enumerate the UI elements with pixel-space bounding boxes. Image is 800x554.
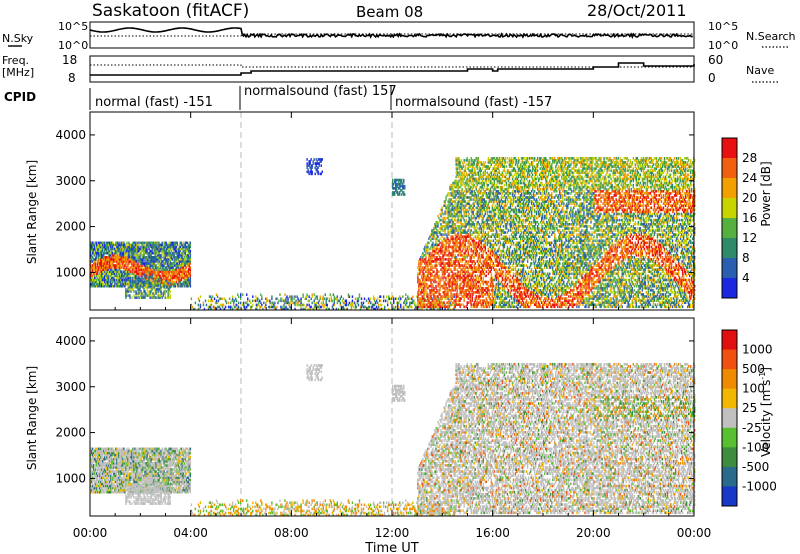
nsky-tick-top: 10^5 xyxy=(58,20,88,33)
power-colorbar-tick: 4 xyxy=(742,271,750,285)
xtick-label: 20:00 xyxy=(576,526,611,540)
velocity-ytick-label: 2000 xyxy=(55,426,86,440)
velocity-colorbar-swatch xyxy=(722,466,737,487)
power-colorbar-swatch xyxy=(722,238,737,259)
power-ytick-label: 4000 xyxy=(55,128,86,142)
power-colorbar-tick: 24 xyxy=(742,171,757,185)
velocity-ylabel: Slant Range [km] xyxy=(25,366,39,470)
station-title: Saskatoon (fitACF) xyxy=(92,1,249,21)
power-colorbar-label: Power [dB] xyxy=(759,161,773,226)
power-colorbar-tick: 20 xyxy=(742,191,757,205)
xtick-label: 12:00 xyxy=(375,526,410,540)
xtick-label: 00:00 xyxy=(677,526,712,540)
freq-trace xyxy=(90,62,695,76)
velocity-ytick-label: 4000 xyxy=(55,334,86,348)
power-colorbar-tick: 28 xyxy=(742,151,757,165)
freq-panel: Freq. [MHz] 18 8 60 0 Nave xyxy=(2,53,778,85)
nsky-tick-bottom: 10^0 xyxy=(58,39,88,52)
nave-tick-top: 60 xyxy=(708,53,723,67)
power-colorbar-swatch xyxy=(722,158,737,179)
velocity-data xyxy=(90,318,696,517)
velocity-colorbar-swatch xyxy=(722,388,737,409)
power-ytick-label: 2000 xyxy=(55,220,86,234)
nsearch-label: N.Search xyxy=(746,30,796,43)
power-colorbar-tick: 12 xyxy=(742,231,757,245)
cpid-row: CPID normal (fast) -151 normalsound (fas… xyxy=(4,84,552,110)
velocity-y-axis: 1000 2000 3000 4000 xyxy=(55,334,694,485)
power-colorbar-tick: 16 xyxy=(742,211,757,225)
power-colorbar-swatch xyxy=(722,138,737,159)
power-ylabel: Slant Range [km] xyxy=(25,160,39,264)
velocity-colorbar-tick: 100 xyxy=(742,382,765,396)
velocity-colorbar-label: Velocity [m s-1] xyxy=(758,367,773,457)
nsky-panel: N.Sky 10^5 10^0 10^5 10^0 N.Search xyxy=(2,20,796,52)
power-panel: 1000 2000 3000 4000 Slant Range [km] 4 8 12 16… xyxy=(25,111,773,311)
nsearch-tick-top: 10^5 xyxy=(708,20,738,33)
power-ytick-label: 1000 xyxy=(55,265,86,279)
xtick-label: 16:00 xyxy=(475,526,510,540)
velocity-ytick-label: 3000 xyxy=(55,380,86,394)
power-colorbar-tick: 8 xyxy=(742,251,750,265)
power-colorbar: 4 8 12 16 20 24 28 xyxy=(721,137,757,299)
power-colorbar-swatch xyxy=(722,258,737,279)
velocity-colorbar-tick: -500 xyxy=(742,460,769,474)
power-ytick-label: 3000 xyxy=(55,174,86,188)
velocity-colorbar-swatch xyxy=(722,447,737,468)
freq-tick-top: 18 xyxy=(62,53,77,67)
power-colorbar-swatch xyxy=(722,178,737,199)
velocity-colorbar-swatch xyxy=(722,486,737,507)
power-y-axis: 1000 2000 3000 4000 xyxy=(55,128,694,279)
date-title: 28/Oct/2011 xyxy=(587,1,687,20)
velocity-colorbar-swatch xyxy=(722,408,737,429)
power-colorbar-swatch xyxy=(722,198,737,219)
velocity-colorbar-swatch xyxy=(722,330,737,351)
nave-tick-bottom: 0 xyxy=(708,71,716,85)
beam-title: Beam 08 xyxy=(356,3,423,21)
power-colorbar-swatch xyxy=(722,218,737,239)
xtick-label: 00:00 xyxy=(73,526,108,540)
velocity-colorbar-tick: -100 xyxy=(742,440,769,454)
velocity-ytick-label: 1000 xyxy=(55,471,86,485)
velocity-colorbar-tick: 25 xyxy=(742,401,757,415)
velocity-colorbar-tick: -25 xyxy=(742,421,762,435)
velocity-colorbar-tick: 500 xyxy=(742,362,765,376)
velocity-colorbar-swatch xyxy=(722,369,737,390)
power-data xyxy=(90,112,696,311)
nsky-trace xyxy=(89,27,693,39)
cpid-segment-1: normal (fast) -151 xyxy=(95,95,213,110)
cpid-segment-3: normalsound (fast) -157 xyxy=(395,95,552,110)
cpid-segment-2: normalsound (fast) 157 xyxy=(244,84,397,99)
cpid-label: CPID xyxy=(4,90,36,104)
freq-label-bottom: [MHz] xyxy=(2,66,34,79)
velocity-colorbar-swatch xyxy=(722,427,737,448)
freq-label-top: Freq. xyxy=(2,54,29,67)
power-colorbar-swatch xyxy=(722,278,737,299)
xtick-label: 08:00 xyxy=(274,526,309,540)
velocity-colorbar-swatch xyxy=(722,349,737,370)
freq-tick-bottom: 8 xyxy=(68,71,76,85)
velocity-colorbar: -1000 -500 -100 -25 25 100 500 1000 xyxy=(721,329,777,507)
nave-label: Nave xyxy=(746,64,774,77)
nsky-label: N.Sky xyxy=(2,32,34,45)
velocity-colorbar-tick: -1000 xyxy=(742,479,777,493)
time-axis: 00:00 04:00 08:00 12:00 16:00 20:00 00:00 xyxy=(73,112,712,540)
xtick-label: 04:00 xyxy=(173,526,208,540)
nsearch-tick-bottom: 10^0 xyxy=(708,39,738,52)
velocity-colorbar-tick: 1000 xyxy=(742,343,773,357)
xlabel: Time UT xyxy=(364,541,418,554)
